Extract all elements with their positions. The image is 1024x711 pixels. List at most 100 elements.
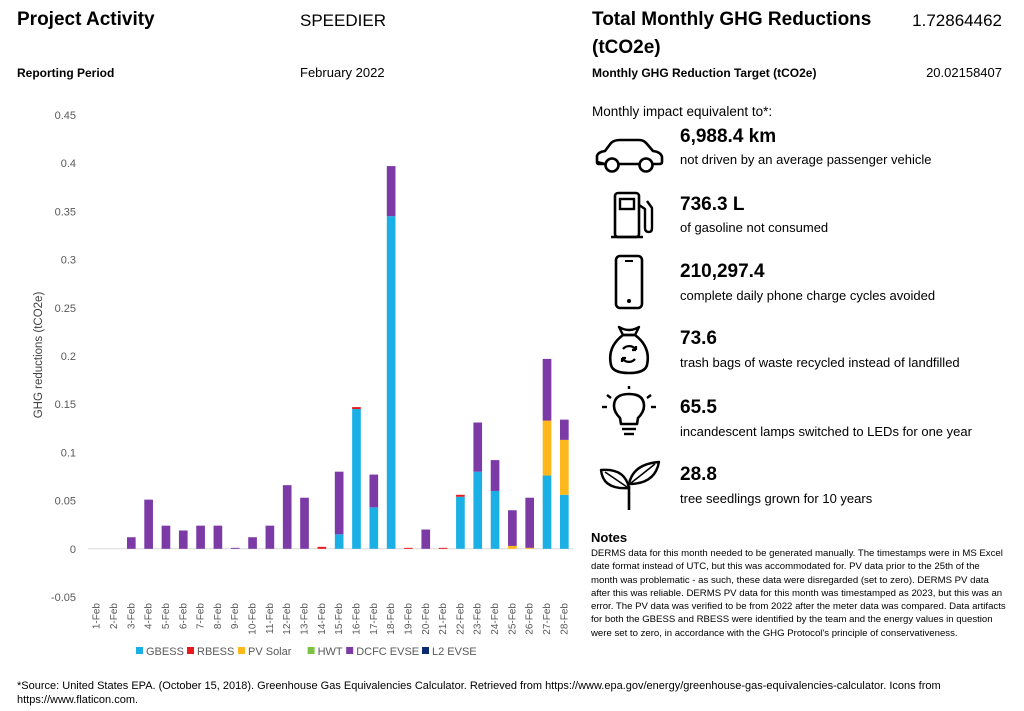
x-tick-label: 15-Feb (334, 603, 345, 635)
legend-swatch (307, 647, 315, 654)
source-footnote: *Source: United States EPA. (October 15,… (17, 680, 941, 706)
seedling-icon (599, 460, 661, 510)
bar-segment-rbess (438, 547, 448, 549)
x-tick-label: 9-Feb (230, 603, 241, 630)
gasoline-equivalent-value: 736.3 L (680, 194, 745, 215)
legend-item: HWT (307, 646, 343, 658)
bar-segment-pv-solar (508, 545, 517, 549)
bar-segment-dcfc-evse (542, 358, 552, 421)
reporting-period-label: Reporting Period (17, 66, 115, 80)
y-axis-label: GHG reductions (tCO2e) (33, 292, 45, 419)
x-tick-label: 21-Feb (438, 603, 449, 635)
legend-item: RBESS (187, 646, 234, 658)
bar-segment-gbess (473, 471, 483, 549)
seedling-equivalent-desc: tree seedlings grown for 10 years (680, 491, 873, 506)
bar-segment-dcfc-evse (386, 166, 396, 217)
x-tick-label: 8-Feb (213, 603, 224, 630)
y-tick-label: 0.1 (61, 447, 76, 459)
bar-segment-dcfc-evse (178, 530, 188, 549)
phone-equivalent-desc: complete daily phone charge cycles avoid… (680, 288, 936, 303)
bar-segment-dcfc-evse (248, 537, 257, 549)
x-tick-label: 19-Feb (403, 603, 414, 635)
legend-label: HWT (318, 646, 343, 658)
legend-item: DCFC EVSE (346, 646, 419, 658)
bar-segment-dcfc-evse (126, 537, 136, 549)
notes-title: Notes (591, 530, 628, 545)
x-tick-label: 10-Feb (248, 603, 259, 635)
bar-segment-gbess (386, 216, 396, 549)
y-tick-label: 0.4 (61, 158, 76, 170)
legend-item: GBESS (136, 646, 184, 658)
bar-segment-gbess (490, 490, 500, 549)
bar-segment-dcfc-evse (525, 497, 535, 548)
bar-segment-dcfc-evse (230, 547, 240, 549)
smartphone-icon (614, 254, 644, 310)
legend-label: GBESS (146, 646, 184, 658)
x-tick-label: 7-Feb (196, 603, 207, 630)
bar-segment-rbess (352, 407, 361, 410)
trash-bag-equivalent-desc: trash bags of waste recycled instead of … (680, 355, 960, 370)
bar-segment-gbess (369, 507, 379, 549)
bar-segment-dcfc-evse (334, 471, 344, 535)
legend-label: RBESS (197, 646, 234, 658)
x-tick-label: 14-Feb (317, 603, 328, 635)
x-tick-label: 12-Feb (282, 603, 293, 635)
bar-segment-pv-solar (560, 439, 569, 495)
bar-segment-gbess (542, 475, 552, 549)
y-tick-label: 0 (70, 544, 76, 556)
legend-swatch (136, 647, 143, 654)
notes-body: DERMS data for this month needed to be g… (591, 548, 1006, 639)
x-tick-label: 18-Feb (386, 603, 397, 635)
x-tick-label: 3-Feb (126, 603, 137, 630)
phone-equivalent-value: 210,297.4 (680, 261, 765, 282)
target-label: Monthly GHG Reduction Target (tCO2e) (592, 66, 817, 80)
bar-segment-dcfc-evse (421, 529, 431, 549)
bar-segment-gbess (456, 496, 465, 549)
bar-segment-dcfc-evse (144, 499, 153, 549)
y-tick-label: 0.35 (55, 206, 76, 218)
y-tick-label: 0.3 (61, 255, 76, 267)
legend-label: DCFC EVSE (356, 646, 419, 658)
x-tick-label: 4-Feb (144, 603, 155, 630)
bar-segment-dcfc-evse (161, 525, 171, 549)
bar-segment-dcfc-evse (282, 485, 292, 549)
bar-segment-dcfc-evse (213, 525, 223, 549)
y-tick-label: -0.05 (51, 592, 76, 604)
x-tick-label: 26-Feb (525, 603, 536, 635)
trash-bag-equivalent-value: 73.6 (680, 328, 717, 349)
x-tick-label: 23-Feb (473, 603, 484, 635)
ghg-title-line2: (tCO2e) (592, 37, 661, 58)
legend-swatch (346, 647, 354, 654)
y-tick-label: 0.45 (55, 110, 76, 122)
x-tick-label: 16-Feb (351, 603, 362, 635)
bar-segment-pv-solar (525, 547, 535, 549)
y-axis: -0.05 0 0.05 0.1 0.15 0.2 0.25 0.3 0.35 0.4 0.45 (51, 110, 573, 604)
legend-swatch (422, 647, 429, 654)
x-tick-label: 13-Feb (300, 603, 311, 635)
bar-segment-rbess (456, 494, 465, 497)
x-tick-label: 20-Feb (421, 603, 432, 635)
bar-segment-dcfc-evse (508, 510, 517, 546)
x-tick-label: 1-Feb (92, 603, 103, 630)
ghg-total-value: 1.72864462 (912, 11, 1002, 30)
target-value: 20.02158407 (926, 65, 1002, 80)
legend-item: PV Solar (238, 646, 292, 658)
equivalents-heading: Monthly impact equivalent to*: (592, 104, 773, 119)
x-tick-label: 28-Feb (559, 603, 570, 635)
bar-segment-dcfc-evse (490, 460, 500, 491)
legend-swatch (187, 647, 194, 654)
bar-segment-dcfc-evse (369, 474, 379, 508)
bar-segment-gbess (334, 534, 344, 549)
ghg-bar-chart: -0.05 0 0.05 0.1 0.15 0.2 0.25 0.3 0.35 0.4 0.45 1… (33, 110, 573, 658)
seedling-equivalent-value: 28.8 (680, 464, 717, 485)
bar-segment-gbess (560, 494, 569, 549)
y-tick-label: 0.2 (61, 351, 76, 363)
x-tick-label: 6-Feb (178, 603, 189, 630)
x-tick-label: 25-Feb (507, 603, 518, 635)
lamp-equivalent-desc: incandescent lamps switched to LEDs for … (680, 424, 972, 439)
bar-segment-dcfc-evse (560, 419, 569, 440)
x-tick-label: 2-Feb (109, 603, 120, 630)
bar-segment-dcfc-evse (265, 525, 275, 549)
x-tick-label: 22-Feb (455, 603, 466, 635)
y-tick-label: 0.25 (55, 303, 76, 315)
